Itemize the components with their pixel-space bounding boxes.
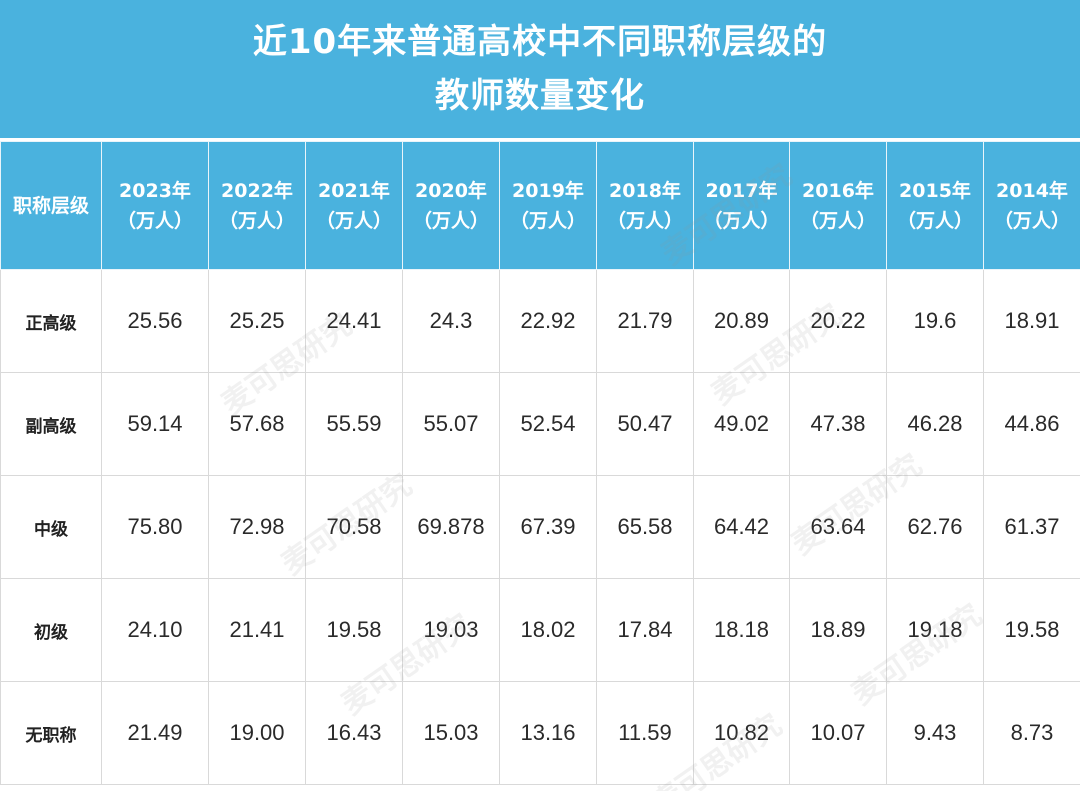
column-year: 2018年 (609, 179, 681, 202)
table-cell: 8.73 (983, 681, 1080, 785)
table-cell: 21.49 (101, 681, 209, 785)
column-year: 2023年 (119, 179, 191, 202)
table-row: 无职称 21.49 19.00 16.43 15.03 13.16 11.59 … (0, 681, 1080, 785)
header-row: 职称层级 2023年 （万人） 2022年 （万人） 2021年 （万人） 2020年… (0, 141, 1080, 270)
table-cell: 19.58 (983, 578, 1080, 682)
table-cell: 21.79 (596, 269, 694, 373)
table-cell: 46.28 (886, 372, 984, 476)
table-cell: 24.10 (101, 578, 209, 682)
table-cell: 62.76 (886, 475, 984, 579)
table-row: 副高级 59.14 57.68 55.59 55.07 52.54 50.47 … (0, 372, 1080, 476)
title-line-2: 教师数量变化 (435, 76, 645, 116)
row-header-label: 职称层级 (0, 141, 102, 270)
column-unit: （万人） (116, 209, 193, 232)
row-label: 副高级 (0, 372, 102, 476)
row-label: 无职称 (0, 681, 102, 785)
table-cell: 11.59 (596, 681, 694, 785)
row-label: 初级 (0, 578, 102, 682)
column-header: 2019年 （万人） (499, 141, 597, 270)
column-unit: （万人） (993, 209, 1070, 232)
column-header: 2023年 （万人） (101, 141, 209, 270)
column-unit: （万人） (218, 209, 295, 232)
table-cell: 19.58 (305, 578, 403, 682)
table-cell: 21.41 (208, 578, 306, 682)
column-unit: （万人） (896, 209, 973, 232)
table-cell: 69.878 (402, 475, 500, 579)
table-cell: 55.59 (305, 372, 403, 476)
table-cell: 18.02 (499, 578, 597, 682)
table-cell: 57.68 (208, 372, 306, 476)
table-cell: 19.00 (208, 681, 306, 785)
column-header: 2016年 （万人） (789, 141, 887, 270)
table-cell: 20.89 (693, 269, 790, 373)
table-cell: 67.39 (499, 475, 597, 579)
column-year: 2017年 (705, 179, 778, 202)
column-header: 2018年 （万人） (596, 141, 694, 270)
column-year: 2021年 (318, 179, 390, 202)
column-header: 2021年 （万人） (305, 141, 403, 270)
table-cell: 10.07 (789, 681, 887, 785)
title-banner: 近10年来普通高校中不同职称层级的 教师数量变化 (0, 0, 1080, 141)
table-cell: 17.84 (596, 578, 694, 682)
table-cell: 75.80 (101, 475, 209, 579)
table-cell: 19.03 (402, 578, 500, 682)
table-cell: 64.42 (693, 475, 790, 579)
table-cell: 47.38 (789, 372, 887, 476)
column-header: 2017年 （万人） (693, 141, 790, 270)
table-row: 初级 24.10 21.41 19.58 19.03 18.02 17.84 1… (0, 578, 1080, 682)
table-cell: 52.54 (499, 372, 597, 476)
column-year: 2014年 (996, 179, 1068, 202)
column-unit: （万人） (509, 209, 586, 232)
table-cell: 63.64 (789, 475, 887, 579)
table-cell: 61.37 (983, 475, 1080, 579)
table-cell: 25.25 (208, 269, 306, 373)
table-row: 中级 75.80 72.98 70.58 69.878 67.39 65.58 … (0, 475, 1080, 579)
table-cell: 18.91 (983, 269, 1080, 373)
table-cell: 22.92 (499, 269, 597, 373)
table-cell: 19.18 (886, 578, 984, 682)
column-unit: （万人） (606, 209, 683, 232)
table-cell: 10.82 (693, 681, 790, 785)
table-cell: 72.98 (208, 475, 306, 579)
table-cell: 16.43 (305, 681, 403, 785)
table-cell: 19.6 (886, 269, 984, 373)
column-year: 2019年 (512, 179, 584, 202)
column-year: 2020年 (415, 179, 487, 202)
table-cell: 49.02 (693, 372, 790, 476)
column-header: 2022年 （万人） (208, 141, 306, 270)
column-header: 2014年 （万人） (983, 141, 1080, 270)
table-cell: 65.58 (596, 475, 694, 579)
column-year: 2015年 (899, 179, 971, 202)
table-cell: 55.07 (402, 372, 500, 476)
table-cell: 25.56 (101, 269, 209, 373)
row-label: 中级 (0, 475, 102, 579)
title-line-1: 近10年来普通高校中不同职称层级的 (252, 22, 828, 62)
table-cell: 24.41 (305, 269, 403, 373)
column-unit: （万人） (315, 209, 392, 232)
table-row: 正高级 25.56 25.25 24.41 24.3 22.92 21.79 2… (0, 269, 1080, 373)
table-cell: 24.3 (402, 269, 500, 373)
table-cell: 50.47 (596, 372, 694, 476)
column-year: 2022年 (221, 179, 293, 202)
column-unit: （万人） (799, 209, 876, 232)
table-cell: 44.86 (983, 372, 1080, 476)
row-label: 正高级 (0, 269, 102, 373)
column-year: 2016年 (802, 179, 874, 202)
column-header: 2015年 （万人） (886, 141, 984, 270)
data-table: 职称层级 2023年 （万人） 2022年 （万人） 2021年 （万人） 2020年… (0, 141, 1080, 785)
table-cell: 18.89 (789, 578, 887, 682)
table-cell: 15.03 (402, 681, 500, 785)
column-header: 2020年 （万人） (402, 141, 500, 270)
table-cell: 9.43 (886, 681, 984, 785)
table-cell: 20.22 (789, 269, 887, 373)
table-cell: 70.58 (305, 475, 403, 579)
table-cell: 59.14 (101, 372, 209, 476)
table-cell: 13.16 (499, 681, 597, 785)
table-cell: 18.18 (693, 578, 790, 682)
column-unit: （万人） (412, 209, 489, 232)
column-unit: （万人） (703, 209, 780, 232)
